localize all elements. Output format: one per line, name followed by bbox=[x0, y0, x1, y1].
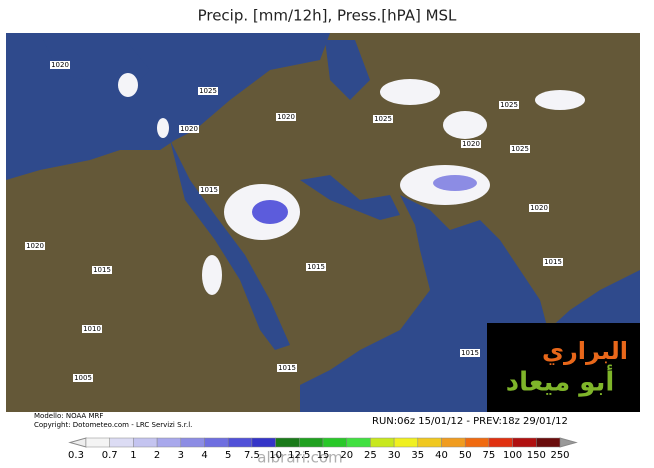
isobar-label: 1015 bbox=[544, 258, 562, 266]
scale-swatch bbox=[393, 437, 419, 448]
scale-label: 100 bbox=[503, 450, 522, 461]
isobar-label: 1005 bbox=[74, 374, 92, 382]
scale-swatch bbox=[536, 437, 561, 448]
isobar-label: 1015 bbox=[93, 266, 111, 274]
scale-swatch bbox=[417, 437, 442, 448]
watermark: albrari.com bbox=[257, 449, 342, 467]
scale-label: 2 bbox=[154, 450, 160, 461]
isobar-label-bg bbox=[82, 325, 102, 333]
isobar-labels: 1020 1025 1020 1020 1025 1025 1020 1025 1015 1020… bbox=[25, 61, 563, 382]
scale-label: 75 bbox=[483, 450, 496, 461]
scale-swatch bbox=[299, 437, 324, 448]
scale-label: 7.5 bbox=[244, 450, 260, 461]
isobar-label: 1020 bbox=[462, 140, 480, 148]
logo-box bbox=[487, 323, 640, 412]
scale-label: 35 bbox=[411, 450, 424, 461]
isobar-label: 1025 bbox=[199, 87, 217, 95]
isobar-label-bg bbox=[92, 266, 112, 274]
scale-label: 10 bbox=[269, 450, 282, 461]
scale-swatch bbox=[180, 437, 205, 448]
scale-swatch bbox=[156, 437, 182, 448]
scale-swatch bbox=[85, 437, 110, 448]
isobar-label: 1025 bbox=[511, 145, 529, 153]
scale-swatch bbox=[275, 437, 300, 448]
scale-swatch bbox=[464, 437, 490, 448]
scale-swatch bbox=[441, 437, 466, 448]
isobar-label: 1020 bbox=[530, 204, 548, 212]
isobar-label: 1010 bbox=[83, 325, 101, 333]
scale-label: 5 bbox=[225, 450, 231, 461]
isobar-label-bg bbox=[373, 115, 393, 123]
map: 1020 1025 1020 1020 1025 1025 1020 1025 1015 1020… bbox=[6, 33, 640, 412]
title: Precip. [mm/12h], Press.[hPA] MSL bbox=[198, 7, 457, 25]
scale-label: 1 bbox=[130, 450, 136, 461]
scale-swatch bbox=[133, 437, 158, 448]
precip-core bbox=[252, 200, 288, 224]
scale-swatch bbox=[512, 437, 537, 448]
isobar-label: 1025 bbox=[500, 101, 518, 109]
scale-label: 0.7 bbox=[102, 450, 118, 461]
color-scale: 0.3 0.7 1 2 3 4 5 7.5 10 12.5 15 20 25 30 35 40 50 75 100 1… bbox=[68, 437, 578, 461]
isobar-label: 1020 bbox=[180, 125, 198, 133]
isobar-label: 1025 bbox=[374, 115, 392, 123]
isobar-label: 1015 bbox=[200, 186, 218, 194]
scale-swatch bbox=[109, 437, 134, 448]
scale-label: 40 bbox=[435, 450, 448, 461]
scale-label: 250 bbox=[550, 450, 569, 461]
scale-swatch bbox=[488, 437, 513, 448]
isobar-label: 1015 bbox=[461, 349, 479, 357]
scale-swatch bbox=[227, 437, 253, 448]
scale-label: 25 bbox=[364, 450, 377, 461]
isobar-label-bg bbox=[461, 140, 481, 148]
scale-label: 50 bbox=[459, 450, 472, 461]
isobar-label-bg bbox=[198, 87, 218, 95]
isobar-label-bg bbox=[199, 186, 219, 194]
scale-swatch bbox=[322, 437, 347, 448]
scale-label: 12.5 bbox=[288, 450, 310, 461]
scale-swatch bbox=[204, 437, 229, 448]
run-info: RUN:06z 15/01/12 - PREV:18z 29/01/12 bbox=[372, 416, 568, 427]
isobar-label-bg bbox=[543, 258, 563, 266]
precip-core bbox=[433, 175, 477, 191]
isobar-label-bg bbox=[499, 101, 519, 109]
isobar-label-bg bbox=[510, 145, 530, 153]
scale-label: 30 bbox=[388, 450, 401, 461]
scale-label: 150 bbox=[527, 450, 546, 461]
isobar-label: 1015 bbox=[278, 364, 296, 372]
logo-line1: البراري bbox=[542, 337, 628, 365]
isobar-label-bg bbox=[276, 113, 296, 121]
scale-swatch bbox=[370, 437, 395, 448]
scale-swatch bbox=[346, 437, 371, 448]
isobar-label-bg bbox=[277, 364, 297, 372]
scale-label: 4 bbox=[201, 450, 207, 461]
isobar-label-bg bbox=[50, 61, 70, 69]
isobar-label-bg bbox=[529, 204, 549, 212]
scale-swatch bbox=[251, 437, 276, 448]
isobar-label-bg bbox=[306, 263, 326, 271]
isobar-label-bg bbox=[25, 242, 45, 250]
scale-label: 15 bbox=[317, 450, 330, 461]
isobar-label: 1020 bbox=[277, 113, 295, 121]
logo-line2: أبو ميعاد bbox=[506, 365, 615, 398]
isobar-label: 1015 bbox=[307, 263, 325, 271]
isobar-label-bg bbox=[179, 125, 199, 133]
isobar-label-bg bbox=[460, 349, 480, 357]
isobar-label: 1020 bbox=[26, 242, 44, 250]
isobar-label-bg bbox=[73, 374, 93, 382]
scale-label: 3 bbox=[178, 450, 184, 461]
isobar-label: 1020 bbox=[51, 61, 69, 69]
scale-label: 0.3 bbox=[68, 450, 84, 461]
scale-label: 20 bbox=[340, 450, 353, 461]
copyright: Copyright: Dotometeo.com - LRC Servizi S… bbox=[34, 421, 192, 429]
model: Modello: NOAA MRF bbox=[34, 412, 103, 420]
